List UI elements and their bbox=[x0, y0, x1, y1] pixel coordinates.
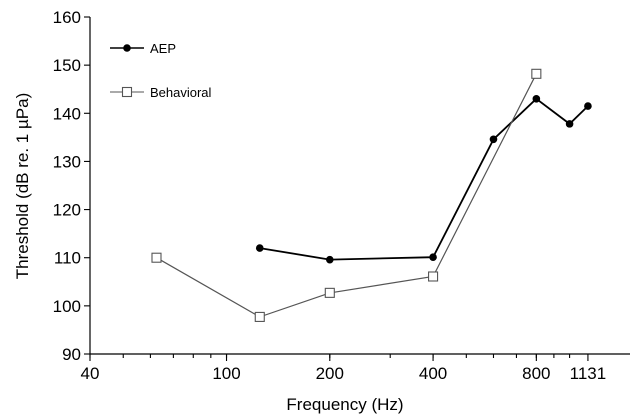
axes bbox=[89, 17, 630, 355]
series-line-aep bbox=[259, 97, 589, 261]
y-tick-label: 110 bbox=[54, 249, 81, 268]
legend-marker bbox=[123, 44, 131, 52]
data-point-aep bbox=[255, 244, 264, 252]
x-tick-label: 40 bbox=[81, 364, 100, 383]
x-tick-label: 400 bbox=[419, 364, 447, 383]
series-layer bbox=[151, 68, 592, 322]
y-tick-label: 100 bbox=[53, 297, 81, 316]
legend-item-aep: AEP bbox=[110, 41, 176, 56]
data-point-behavioral bbox=[531, 68, 542, 79]
y-ticks: 90 100 110 120 130 140 150 160 bbox=[53, 8, 90, 364]
y-tick-label: 130 bbox=[53, 152, 81, 171]
legend-label: AEP bbox=[150, 41, 176, 56]
series-behavioral bbox=[151, 68, 542, 322]
data-point-behavioral bbox=[254, 311, 265, 322]
y-tick-label: 90 bbox=[62, 345, 81, 364]
y-tick-label: 160 bbox=[53, 8, 81, 27]
series-line-behavioral bbox=[156, 73, 537, 318]
y-tick-label: 150 bbox=[53, 56, 81, 75]
x-tick-label: 1131 bbox=[570, 364, 607, 383]
data-point-aep bbox=[429, 253, 437, 262]
legend-item-behavioral: Behavioral bbox=[110, 85, 212, 100]
y-tick-label: 120 bbox=[53, 201, 81, 220]
x-tick-label: 100 bbox=[212, 364, 240, 383]
data-point-aep bbox=[584, 102, 592, 110]
data-point-aep bbox=[325, 255, 334, 264]
data-point-aep bbox=[489, 135, 498, 144]
data-point-aep bbox=[565, 120, 574, 128]
x-tick-label: 800 bbox=[522, 364, 550, 383]
data-point-behavioral bbox=[324, 287, 335, 298]
x-ticks: 40 100 200 400 800 1131 bbox=[81, 354, 607, 383]
data-point-behavioral bbox=[151, 252, 162, 263]
legend-marker bbox=[121, 86, 133, 98]
x-axis-title: Frequency (Hz) bbox=[286, 395, 403, 414]
legend: AEP Behavioral bbox=[110, 41, 212, 100]
legend-label: Behavioral bbox=[150, 85, 212, 100]
series-aep bbox=[255, 95, 592, 264]
x-tick-label: 200 bbox=[316, 364, 344, 383]
y-tick-label: 140 bbox=[53, 104, 81, 123]
y-axis-title: Threshold (dB re. 1 µPa) bbox=[13, 93, 32, 280]
data-point-aep bbox=[532, 95, 541, 103]
data-point-behavioral bbox=[428, 271, 439, 282]
